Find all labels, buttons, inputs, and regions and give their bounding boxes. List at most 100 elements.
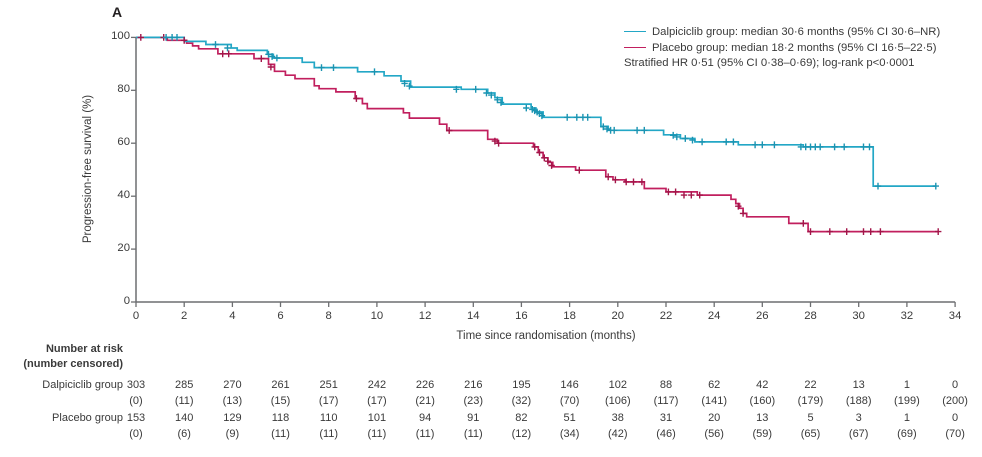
censor-plus-icon [860, 143, 867, 151]
censor-plus-icon [843, 228, 850, 235]
risk-count: 3 [855, 412, 862, 424]
censor-plus-icon [612, 176, 619, 184]
risk-count: 216 [464, 379, 483, 391]
censor-plus-icon [523, 104, 530, 112]
censor-plus-icon [771, 141, 778, 149]
risk-count: 129 [223, 412, 242, 424]
censor-plus-icon [564, 113, 571, 121]
censor-plus-icon [330, 64, 337, 71]
x-tick-label: 14 [467, 310, 480, 322]
censored-count: (70) [559, 395, 580, 407]
censored-count: (21) [415, 395, 435, 407]
x-tick-label: 20 [611, 310, 625, 322]
y-axis-title: Progression-free survival (%) [82, 94, 94, 244]
censor-plus-icon [584, 113, 591, 121]
risk-count: 91 [467, 412, 480, 424]
censored-count: (160) [749, 395, 776, 407]
censored-count: (117) [653, 395, 679, 407]
risk-row-label: Placebo group [52, 412, 123, 424]
y-tick-label: 100 [111, 30, 130, 43]
censor-plus-icon [866, 143, 873, 151]
risk-count: 82 [515, 412, 528, 424]
censor-plus-icon [536, 149, 543, 156]
censor-plus-icon [576, 166, 583, 174]
risk-count: 31 [659, 412, 673, 424]
censor-plus-icon [494, 96, 501, 104]
censor-plus-icon [682, 135, 689, 142]
censored-count: (106) [604, 395, 631, 407]
x-tick-label: 26 [756, 310, 769, 322]
risk-table-title: Number at risk [45, 343, 123, 355]
censor-plus-icon [538, 112, 546, 120]
placebo-line-swatch [624, 46, 646, 48]
censor-plus-icon [491, 137, 499, 145]
risk-count: 261 [271, 379, 290, 391]
censor-plus-icon [826, 228, 833, 235]
risk-count: 88 [659, 379, 673, 391]
y-tick-label: 0 [123, 295, 130, 307]
censor-plus-icon [698, 138, 706, 146]
censored-count: (179) [797, 395, 824, 407]
censor-plus-icon [544, 157, 552, 165]
censor-plus-icon [446, 127, 453, 134]
risk-count: 140 [175, 412, 194, 424]
censor-plus-icon [867, 228, 874, 235]
censored-count: (46) [656, 428, 676, 440]
legend-item-label: Dalpiciclib group: median 30·6 months (9… [652, 26, 941, 38]
x-tick-label: 8 [325, 310, 332, 322]
risk-count: 42 [756, 379, 769, 391]
censor-plus-icon [488, 91, 495, 99]
censor-plus-icon [573, 113, 580, 121]
censored-count: (11) [463, 428, 483, 440]
x-tick-label: 28 [804, 310, 817, 322]
risk-count: 251 [319, 379, 338, 391]
risk-count: 303 [126, 379, 146, 391]
censor-plus-icon [268, 53, 276, 60]
risk-count: 0 [952, 379, 959, 391]
risk-count: 153 [126, 412, 146, 424]
risk-count: 242 [367, 379, 387, 391]
legend-item-dalpiciclib: Dalpiciclib group: median 30·6 months (9… [624, 25, 940, 41]
curve-dalpiciclib-group [136, 36, 936, 187]
censor-plus-icon [860, 228, 867, 235]
censored-count: (12) [511, 428, 532, 440]
censor-plus-icon [219, 50, 226, 58]
y-tick-label: 60 [117, 136, 130, 149]
censor-plus-icon [472, 85, 479, 93]
censor-plus-icon [212, 41, 219, 48]
x-tick-label: 2 [181, 310, 188, 322]
censor-plus-icon [603, 125, 611, 133]
risk-count: 13 [852, 379, 865, 391]
censor-plus-icon [831, 143, 838, 151]
censor-plus-icon [688, 191, 695, 199]
risk-count: 270 [223, 379, 242, 391]
censored-count: (6) [177, 428, 191, 440]
censored-count: (141) [701, 395, 728, 407]
risk-count: 102 [608, 379, 627, 391]
legend-stats-note: Stratified HR 0·51 (95% CI 0·38–0·69); l… [624, 57, 915, 69]
censored-count: (42) [608, 428, 628, 440]
x-tick-label: 32 [900, 310, 914, 322]
risk-count: 94 [418, 412, 432, 424]
survival-curves [136, 36, 939, 233]
censored-count: (34) [559, 428, 580, 440]
censor-plus-icon [817, 143, 824, 151]
x-tick-label: 18 [563, 310, 576, 322]
x-tick-label: 12 [418, 310, 432, 322]
censor-plus-icon [453, 85, 460, 93]
censor-plus-icon [874, 182, 882, 190]
censor-plus-icon [680, 191, 688, 199]
censor-plus-icon [531, 143, 538, 151]
legend-item-label: Placebo group: median 18·2 months (95% C… [652, 41, 937, 54]
curve-placebo-group [136, 36, 939, 233]
censored-count: (199) [894, 395, 920, 407]
risk-count: 51 [563, 412, 576, 424]
censor-plus-icon [605, 173, 612, 181]
x-tick-label: 0 [132, 310, 140, 322]
censor-plus-icon [173, 34, 181, 41]
risk-count: 38 [611, 412, 624, 424]
censor-plus-icon [318, 64, 325, 71]
y-tick-label: 20 [117, 242, 130, 255]
censored-count: (0) [129, 428, 143, 440]
